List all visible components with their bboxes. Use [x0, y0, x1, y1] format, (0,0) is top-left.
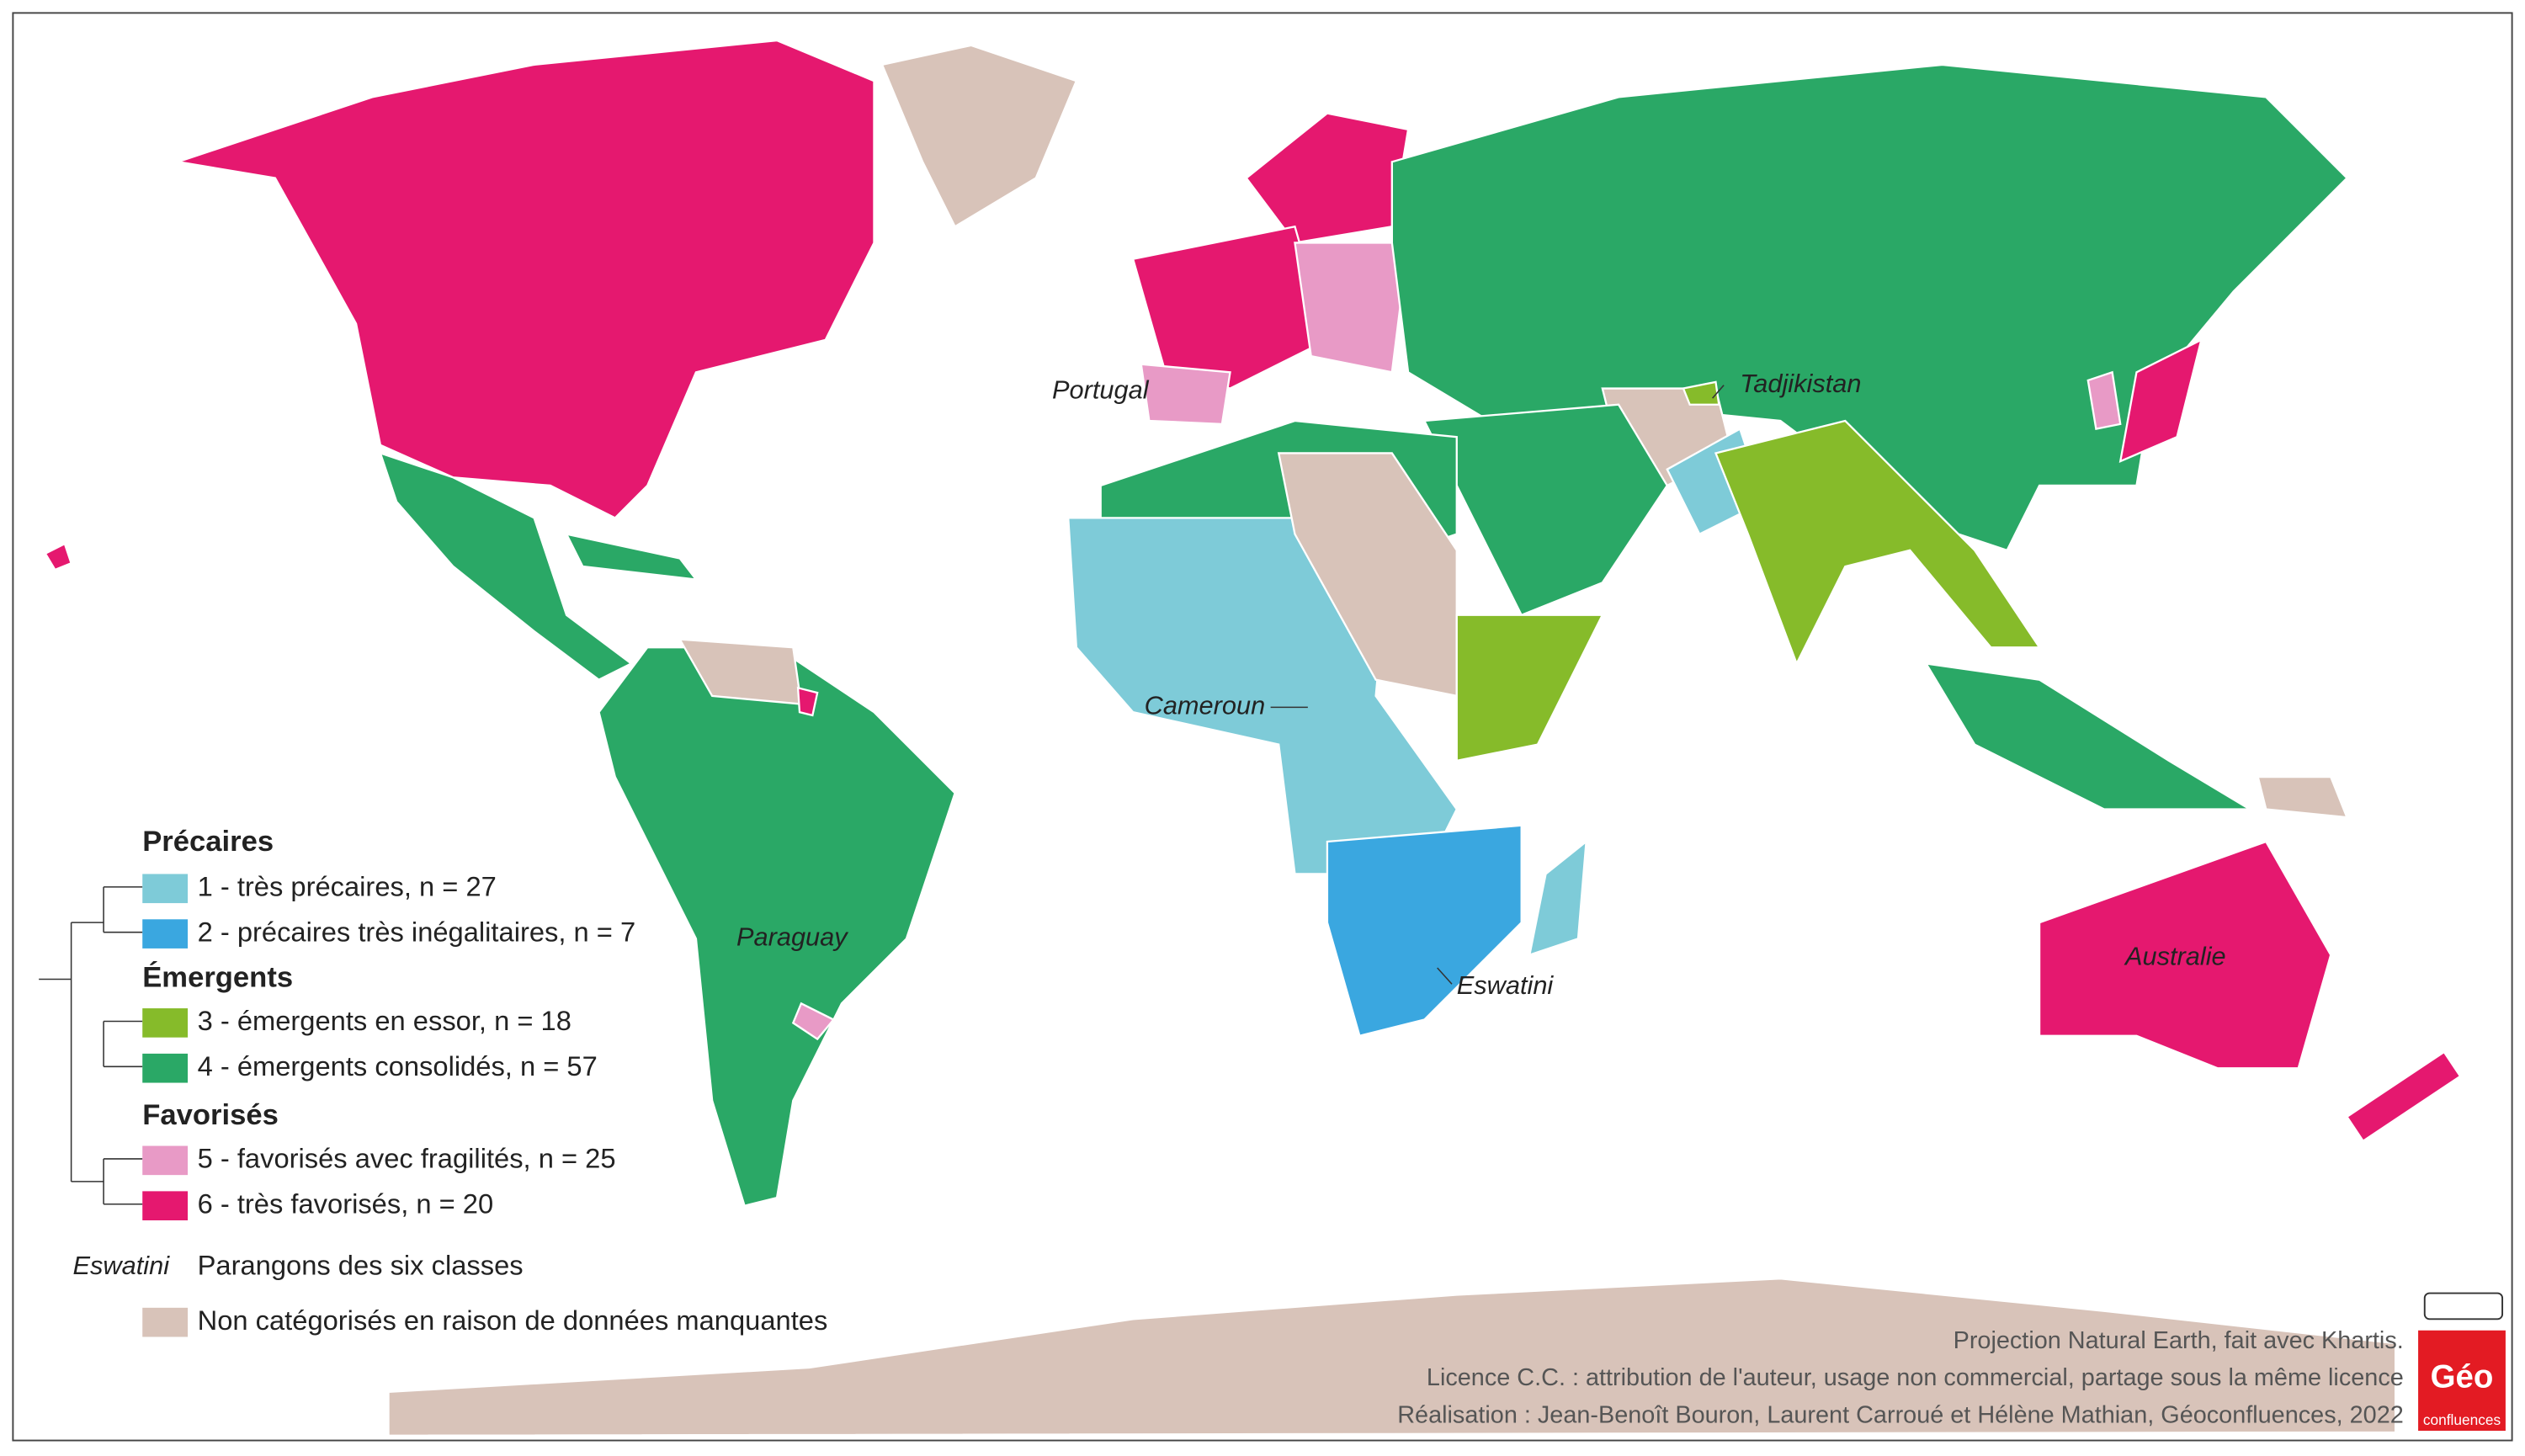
papua	[2257, 775, 2349, 819]
legend-swatch	[142, 1053, 189, 1083]
legend-label: Parangons des six classes	[198, 1249, 524, 1280]
central-europe	[1294, 242, 1410, 374]
legend-label: 2 - précaires très inégalitaires, n = 7	[198, 916, 636, 947]
logo-subtitle: confluences	[2423, 1411, 2501, 1428]
legend-swatch	[142, 874, 189, 904]
legend-label: 4 - émergents consolidés, n = 57	[198, 1050, 598, 1081]
legend-swatch	[142, 919, 189, 949]
south-asia	[1714, 419, 2042, 667]
logo-title: Géo	[2431, 1359, 2494, 1395]
credit-line: Projection Natural Earth, fait avec Khar…	[1954, 1327, 2404, 1354]
legend-label: 6 - très favorisés, n = 20	[198, 1188, 494, 1219]
country-label: Paraguay	[736, 922, 848, 952]
map-labels: Portugal Tadjikistan Cameroun Paraguay E…	[736, 369, 2226, 1000]
legend-group-title: Favorisés	[142, 1099, 279, 1131]
legend-swatch	[142, 1191, 189, 1220]
south-america	[598, 646, 956, 1208]
legend-exemplar: Eswatini	[73, 1251, 171, 1280]
tajikistan	[1682, 380, 1720, 406]
country-label: Portugal	[1052, 375, 1150, 405]
uruguay	[791, 1002, 836, 1041]
credit-line: Licence C.C. : attribution de l'auteur, …	[1427, 1364, 2404, 1391]
credits: Projection Natural Earth, fait avec Khar…	[1397, 1292, 2506, 1431]
leader-line	[1437, 967, 1453, 985]
japan	[2118, 337, 2203, 463]
legend-group-title: Précaires	[142, 826, 274, 858]
madagascar	[1528, 839, 1587, 957]
dendrogram	[39, 886, 143, 1205]
legend-swatch	[142, 1008, 189, 1038]
french-guiana	[796, 686, 819, 717]
legend: Précaires 1 - très précaires, n = 27 2 -…	[39, 826, 828, 1337]
korea	[2086, 370, 2122, 430]
central-america	[379, 451, 634, 682]
country-label: Australie	[2124, 942, 2226, 971]
countries	[44, 39, 2462, 1437]
new-zealand	[2345, 1050, 2462, 1143]
legend-label: 1 - très précaires, n = 27	[198, 870, 497, 901]
country-label: Tadjikistan	[1740, 369, 1861, 398]
hawaii	[44, 542, 73, 571]
western-europe	[1131, 225, 1329, 390]
credit-line: Réalisation : Jean-Benoît Bouron, Lauren…	[1397, 1401, 2404, 1428]
legend-swatch	[142, 1145, 189, 1176]
north-america	[178, 39, 875, 519]
logo	[2418, 1330, 2506, 1431]
southeast-asia	[1924, 662, 2254, 810]
greenland	[880, 44, 1078, 228]
legend-label: 5 - favorisés avec fragilités, n = 25	[198, 1142, 616, 1173]
southern-africa	[1326, 824, 1523, 1038]
leader-line	[1712, 385, 1725, 399]
australia	[2038, 840, 2332, 1070]
legend-group-title: Émergents	[142, 960, 293, 994]
iberia	[1140, 363, 1231, 426]
cc-badge	[2423, 1292, 2504, 1320]
country-label: Cameroun	[1145, 691, 1266, 720]
east-africa	[1455, 614, 1604, 763]
legend-label: Non catégorisés en raison de données man…	[198, 1305, 828, 1336]
legend-swatch	[142, 1307, 189, 1337]
legend-label: 3 - émergents en essor, n = 18	[198, 1005, 571, 1036]
country-label: Eswatini	[1457, 970, 1555, 1000]
antarctica	[387, 1278, 2397, 1437]
caribbean	[564, 532, 699, 581]
russia-asia	[1390, 63, 2349, 552]
